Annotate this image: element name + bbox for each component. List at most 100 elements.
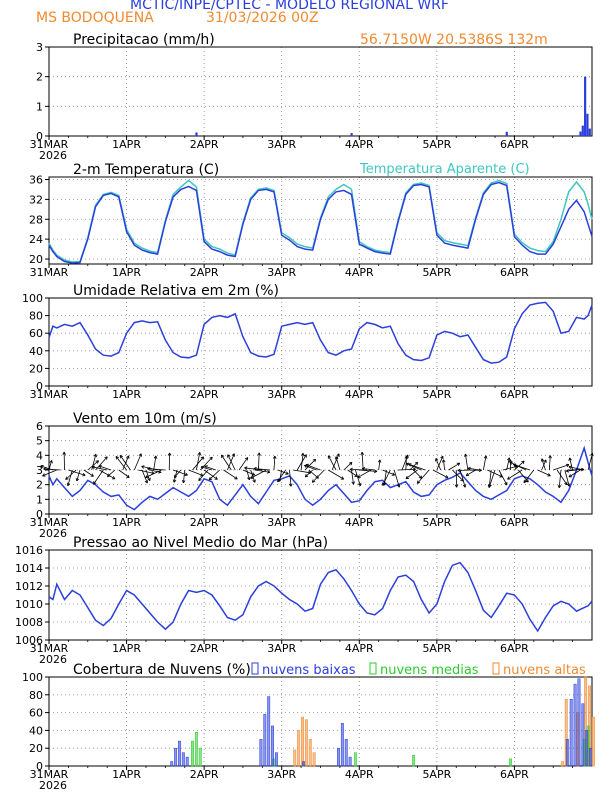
cloud-low-bar <box>259 739 263 767</box>
wind-arrow <box>328 469 344 480</box>
y-tick-label: 60 <box>29 707 43 720</box>
wind-arrow <box>569 457 573 471</box>
cloud-low-bar <box>573 683 577 767</box>
y-tick-label: 5 <box>36 435 43 448</box>
wind-arrow-head <box>172 479 177 483</box>
y-tick-label: 80 <box>29 310 43 323</box>
wind-arrow <box>513 464 531 471</box>
x-tick-label: 31MAR <box>30 266 69 279</box>
wind-arrow-head <box>90 473 94 477</box>
wind-arrow <box>488 469 492 488</box>
wind-arrow-head <box>377 459 382 463</box>
wind-arrow <box>244 467 263 471</box>
wind-arrow-head <box>62 451 66 455</box>
wind-arrow-head <box>244 457 249 461</box>
wind-arrow <box>523 469 535 483</box>
wind-arrow <box>541 458 546 471</box>
wind-arrow-head <box>42 473 46 477</box>
temperature-line <box>48 181 593 264</box>
precip-bar <box>195 132 198 136</box>
wind-arrow <box>413 469 423 479</box>
y-tick-label: 0 <box>36 760 43 773</box>
x-tick-label: 31MAR <box>30 138 69 151</box>
wind-arrow <box>459 469 466 488</box>
wind-arrow-head <box>272 455 277 459</box>
wind-arrow-head <box>568 474 573 478</box>
x-year-label: 2026 <box>39 527 67 540</box>
panel-wind: 0 12 3 45 6 31MAR 1APR 2APR 3APR 4APR 5APR 6APR 2026… <box>30 411 594 540</box>
x-tick-label: 31MAR <box>30 388 69 401</box>
wind-arrow-head <box>147 467 151 471</box>
panel-precip: 0 1 2 3 31MAR 1APR 2APR 3APR 4APR 5APR 6APR 2026 Pre… <box>30 32 593 162</box>
wind-arrow-head <box>488 483 492 488</box>
wind-arrow <box>198 469 209 481</box>
wind-arrow <box>564 469 570 487</box>
wind-arrow <box>506 457 510 471</box>
wind-arrow <box>498 469 508 486</box>
wind-arrow-head <box>181 480 186 484</box>
wind-arrow <box>277 469 286 483</box>
wind-arrow-head <box>336 453 340 457</box>
wind-arrow <box>304 458 316 471</box>
cloud-high-bar <box>312 752 316 767</box>
wind-arrow-head <box>465 472 470 477</box>
legend-label: nuvens baixas <box>262 663 356 678</box>
wind-arrow-head <box>75 477 80 482</box>
wind-arrow-head <box>348 461 353 466</box>
wind-arrow <box>308 469 319 479</box>
wind-arrow <box>172 469 188 476</box>
y-tick-label: 20 <box>29 253 43 266</box>
wind-arrow <box>173 469 182 478</box>
y-tick-label: 28 <box>29 213 43 226</box>
wind-arrow-head <box>173 474 178 478</box>
cloud-low-bar <box>344 739 348 767</box>
x-tick-label: 5APR <box>422 642 451 655</box>
wind-arrow-head <box>467 466 471 471</box>
wind-arrow-head <box>231 453 235 457</box>
wind-arrow <box>42 469 57 477</box>
y-tick-label: 100 <box>22 292 43 305</box>
y-tick-label: 6 <box>36 420 43 433</box>
wind-arrow <box>443 459 446 471</box>
precip-bar <box>588 128 591 136</box>
wind-arrow-head <box>478 468 482 473</box>
wind-arrow <box>359 469 378 472</box>
panel-title: Cobertura de Nuvens (%) <box>73 662 251 678</box>
wind-arrow-head <box>49 460 53 464</box>
wind-arrow-head <box>43 467 47 471</box>
legend-label: nuvens altas <box>503 663 586 678</box>
panel-title: Precipitacao (mm/h) <box>73 32 215 48</box>
wind-arrow-head <box>382 482 386 486</box>
wind-arrow-head <box>357 474 361 478</box>
y-tick-label: 20 <box>29 742 43 755</box>
y-tick-label: 20 <box>29 362 43 375</box>
wind-arrow-head <box>197 452 202 456</box>
x-tick-label: 4APR <box>345 388 374 401</box>
cloud-mid-bar <box>353 752 357 767</box>
cloud-high-bar <box>591 716 595 767</box>
wind-arrow <box>432 469 449 479</box>
cloud-mid-bar <box>412 755 416 767</box>
wind-arrow-head <box>504 482 508 486</box>
wind-arrow <box>204 465 216 471</box>
wind-arrow <box>221 454 232 471</box>
wind-arrow <box>436 455 444 471</box>
wind-arrow-head <box>525 479 529 483</box>
wind-arrow <box>568 469 581 478</box>
wind-arrow-head <box>138 453 142 457</box>
wind-arrow-head <box>200 465 205 470</box>
wind-arrow <box>435 458 442 471</box>
wind-arrow-head <box>227 454 231 458</box>
wind-arrow <box>258 452 260 471</box>
x-tick-label: 6APR <box>500 266 529 279</box>
wind-arrow-head <box>327 455 332 459</box>
wind-arrow <box>467 467 480 471</box>
y-tick-label: 80 <box>29 689 43 702</box>
x-tick-label: 3APR <box>267 388 296 401</box>
wind-arrow <box>133 453 142 471</box>
wind-arrow <box>537 469 551 477</box>
wind-arrow-head <box>66 482 71 487</box>
wind-arrow-head <box>557 484 562 489</box>
wind-arrow-head <box>95 460 99 464</box>
wind-arrow <box>517 469 529 483</box>
